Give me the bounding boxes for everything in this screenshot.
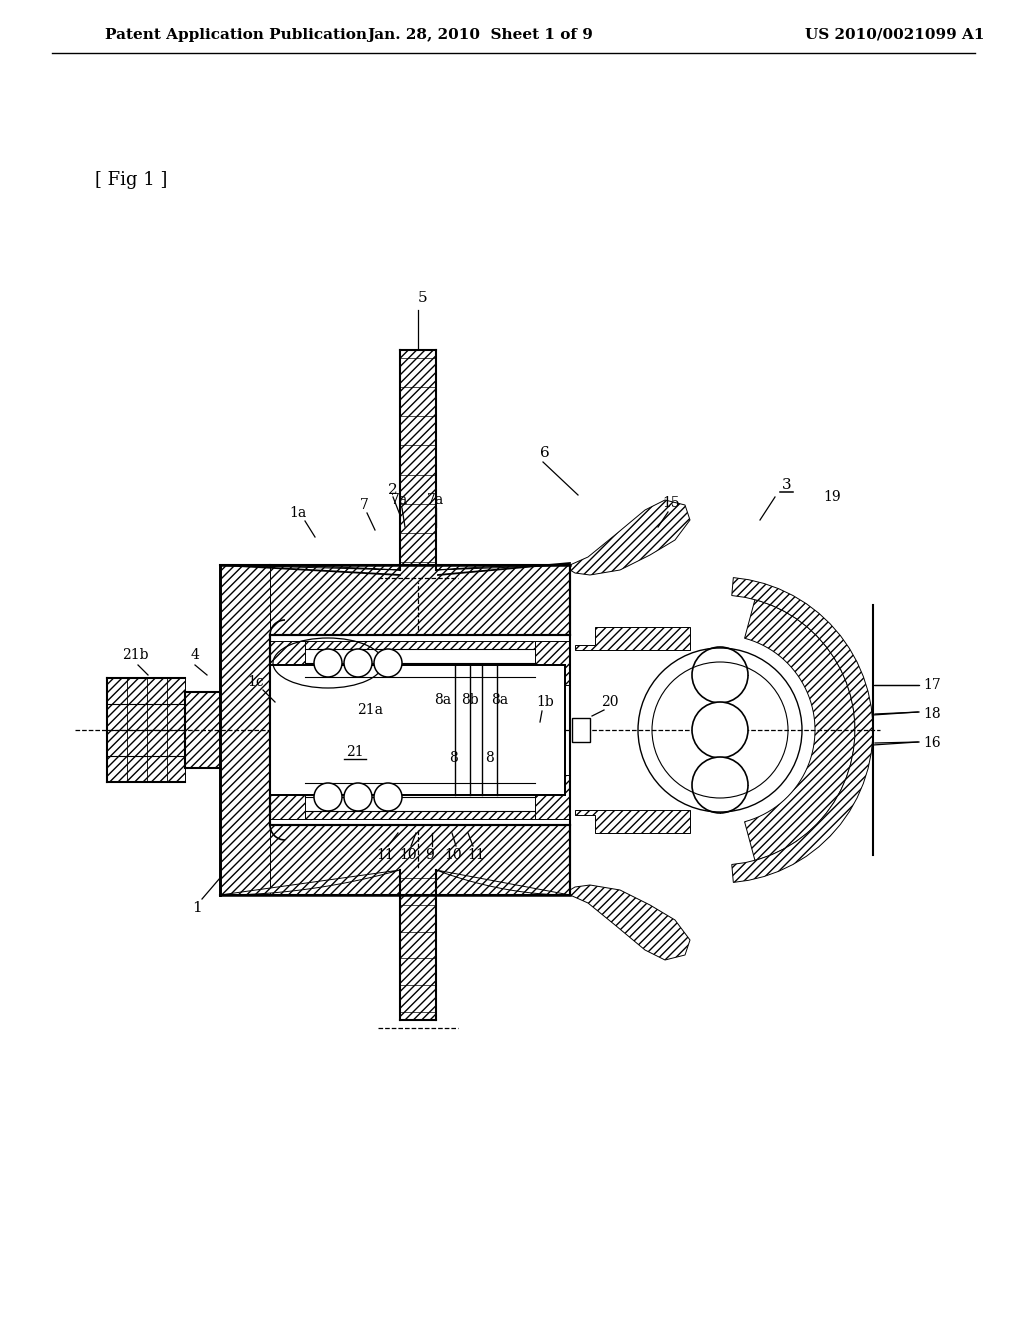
Polygon shape	[305, 775, 535, 783]
Polygon shape	[575, 810, 690, 833]
Polygon shape	[270, 565, 570, 635]
Text: 17: 17	[923, 678, 941, 692]
Circle shape	[314, 783, 342, 810]
Polygon shape	[570, 500, 690, 576]
Polygon shape	[305, 810, 535, 818]
Text: 1a: 1a	[290, 506, 306, 520]
Text: 4: 4	[190, 648, 200, 663]
Text: 20: 20	[601, 696, 618, 709]
Text: 3: 3	[782, 478, 792, 492]
Polygon shape	[732, 578, 872, 882]
Polygon shape	[575, 627, 690, 649]
Text: 8a: 8a	[434, 693, 452, 708]
Bar	[270, 665, 565, 795]
Circle shape	[374, 783, 402, 810]
Polygon shape	[270, 665, 565, 795]
Polygon shape	[305, 677, 535, 685]
Polygon shape	[270, 825, 570, 895]
Text: 7: 7	[359, 498, 369, 512]
Polygon shape	[106, 678, 185, 781]
Polygon shape	[570, 884, 690, 960]
Polygon shape	[744, 599, 855, 861]
Text: 1c: 1c	[248, 675, 264, 689]
Circle shape	[374, 649, 402, 677]
Text: 1: 1	[193, 902, 202, 915]
Text: Patent Application Publication: Patent Application Publication	[105, 28, 367, 42]
Polygon shape	[470, 702, 482, 729]
Text: 8a: 8a	[492, 693, 509, 708]
Text: 2: 2	[388, 483, 398, 498]
Polygon shape	[400, 350, 436, 570]
Text: [ Fig 1 ]: [ Fig 1 ]	[95, 172, 167, 189]
Polygon shape	[270, 642, 305, 685]
Polygon shape	[436, 565, 570, 570]
Text: 19: 19	[823, 490, 841, 504]
Text: 21: 21	[346, 744, 364, 759]
Circle shape	[344, 783, 372, 810]
Text: 21b: 21b	[122, 648, 148, 663]
Polygon shape	[305, 642, 535, 649]
Polygon shape	[220, 870, 400, 895]
Circle shape	[314, 649, 342, 677]
Text: 8b: 8b	[461, 693, 479, 708]
Text: 5: 5	[418, 290, 428, 305]
Text: 10: 10	[444, 847, 462, 862]
Text: 9: 9	[426, 847, 434, 862]
Polygon shape	[436, 870, 570, 895]
Circle shape	[692, 647, 748, 704]
Text: 15: 15	[663, 496, 680, 510]
Text: 6: 6	[540, 446, 550, 459]
Bar	[572, 718, 590, 742]
Polygon shape	[185, 692, 220, 768]
Text: US 2010/0021099 A1: US 2010/0021099 A1	[805, 28, 985, 42]
Polygon shape	[220, 565, 400, 570]
Circle shape	[692, 756, 748, 813]
Polygon shape	[270, 775, 305, 818]
Circle shape	[692, 702, 748, 758]
Text: 1b: 1b	[537, 696, 554, 709]
Polygon shape	[535, 775, 570, 818]
Text: 7a: 7a	[426, 492, 443, 507]
Text: 11: 11	[467, 847, 485, 862]
Text: 16: 16	[923, 737, 941, 750]
Polygon shape	[220, 565, 270, 895]
Text: 8: 8	[449, 751, 458, 766]
Polygon shape	[535, 642, 570, 685]
Text: 8: 8	[485, 751, 495, 766]
Text: 21a: 21a	[357, 704, 383, 717]
Circle shape	[344, 649, 372, 677]
Text: 11: 11	[376, 847, 394, 862]
Polygon shape	[572, 718, 590, 742]
Text: 10: 10	[399, 847, 417, 862]
Text: 7a: 7a	[391, 492, 409, 507]
Polygon shape	[400, 870, 436, 1020]
Text: 18: 18	[923, 708, 941, 721]
Text: Jan. 28, 2010  Sheet 1 of 9: Jan. 28, 2010 Sheet 1 of 9	[367, 28, 593, 42]
